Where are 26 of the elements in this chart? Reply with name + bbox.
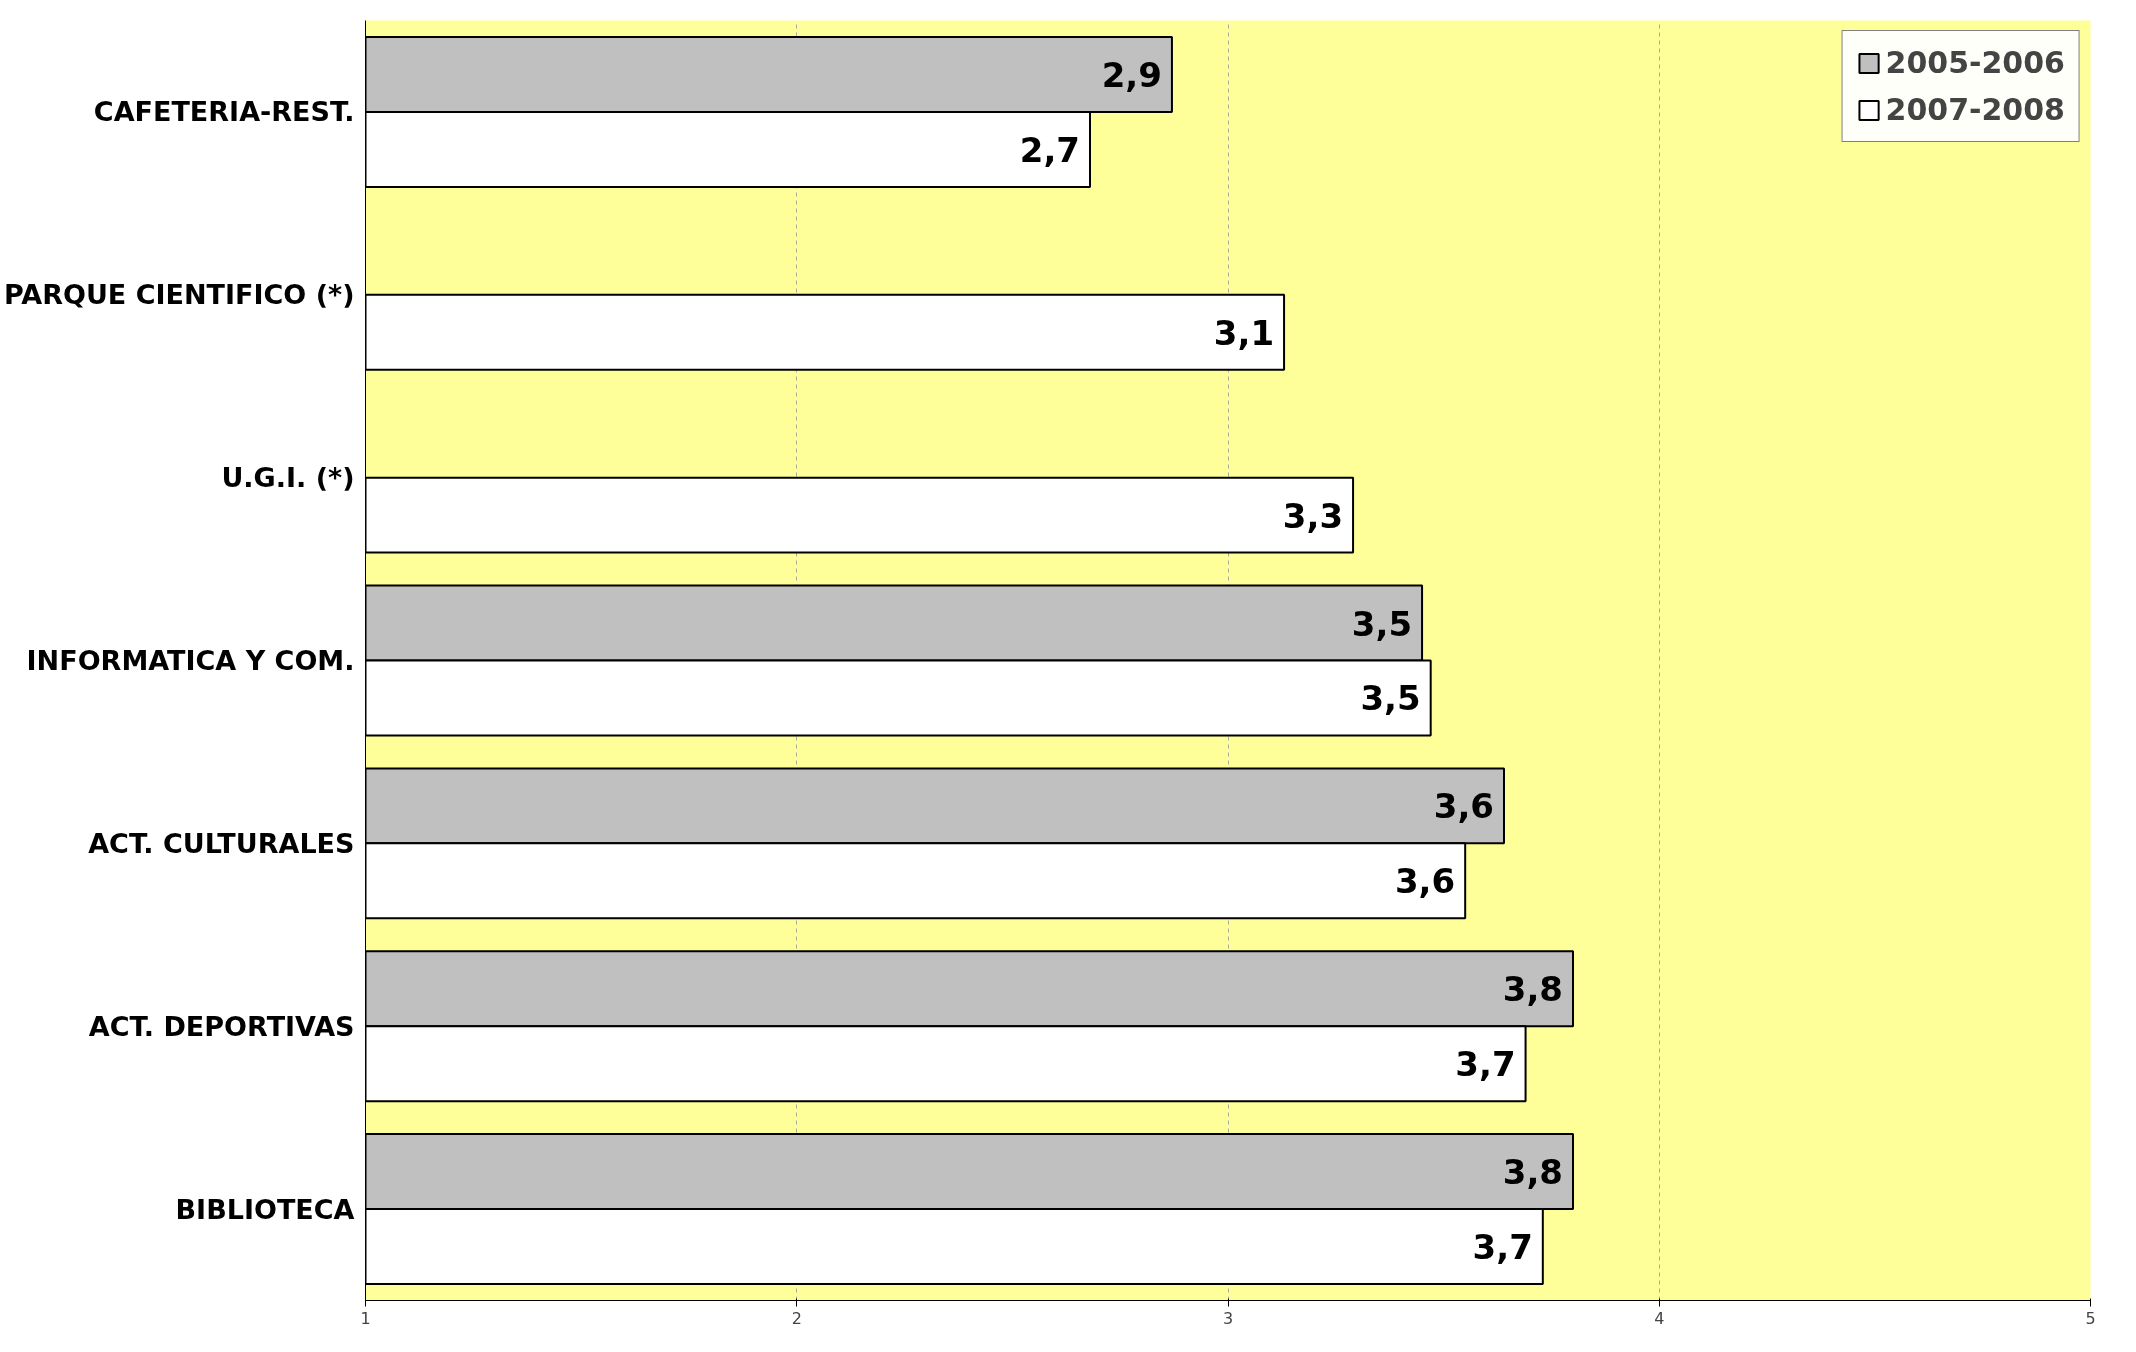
legend-label: 2005-2006: [1885, 45, 2065, 80]
y-tick-label: ACT. CULTURALES: [88, 827, 355, 859]
data-label: 3,7: [1472, 1227, 1533, 1268]
data-label: 3,6: [1433, 786, 1494, 827]
x-tick-label: 2: [791, 1308, 802, 1328]
legend-label: 2007-2008: [1885, 92, 2065, 127]
y-tick-label: CAFETERIA-REST.: [93, 96, 355, 128]
x-tick-label: 3: [1222, 1308, 1234, 1328]
data-label: 3,5: [1351, 603, 1413, 644]
x-tick-label: 5: [2085, 1308, 2096, 1328]
data-label: 2,9: [1101, 54, 1162, 95]
y-tick-label: ACT. DEPORTIVAS: [88, 1010, 355, 1042]
data-label: 3,6: [1394, 861, 1456, 902]
y-tick-label: BIBLIOTECA: [175, 1193, 355, 1225]
x-tick-label: 4: [1654, 1308, 1665, 1328]
y-tick-label: PARQUE CIENTIFICO (*): [3, 279, 355, 311]
y-tick-label: INFORMATICA Y COM.: [26, 645, 355, 676]
data-label: 3,8: [1502, 1152, 1563, 1193]
y-tick-label: U.G.I. (*): [221, 462, 355, 494]
x-tick-label: 1: [360, 1308, 371, 1328]
data-label: 3,5: [1360, 678, 1421, 719]
data-label: 3,3: [1282, 495, 1344, 536]
data-label: 2,7: [1019, 129, 1080, 170]
data-label: 3,7: [1455, 1044, 1516, 1085]
data-label: 3,8: [1502, 969, 1563, 1010]
data-label: 3,1: [1213, 312, 1275, 353]
